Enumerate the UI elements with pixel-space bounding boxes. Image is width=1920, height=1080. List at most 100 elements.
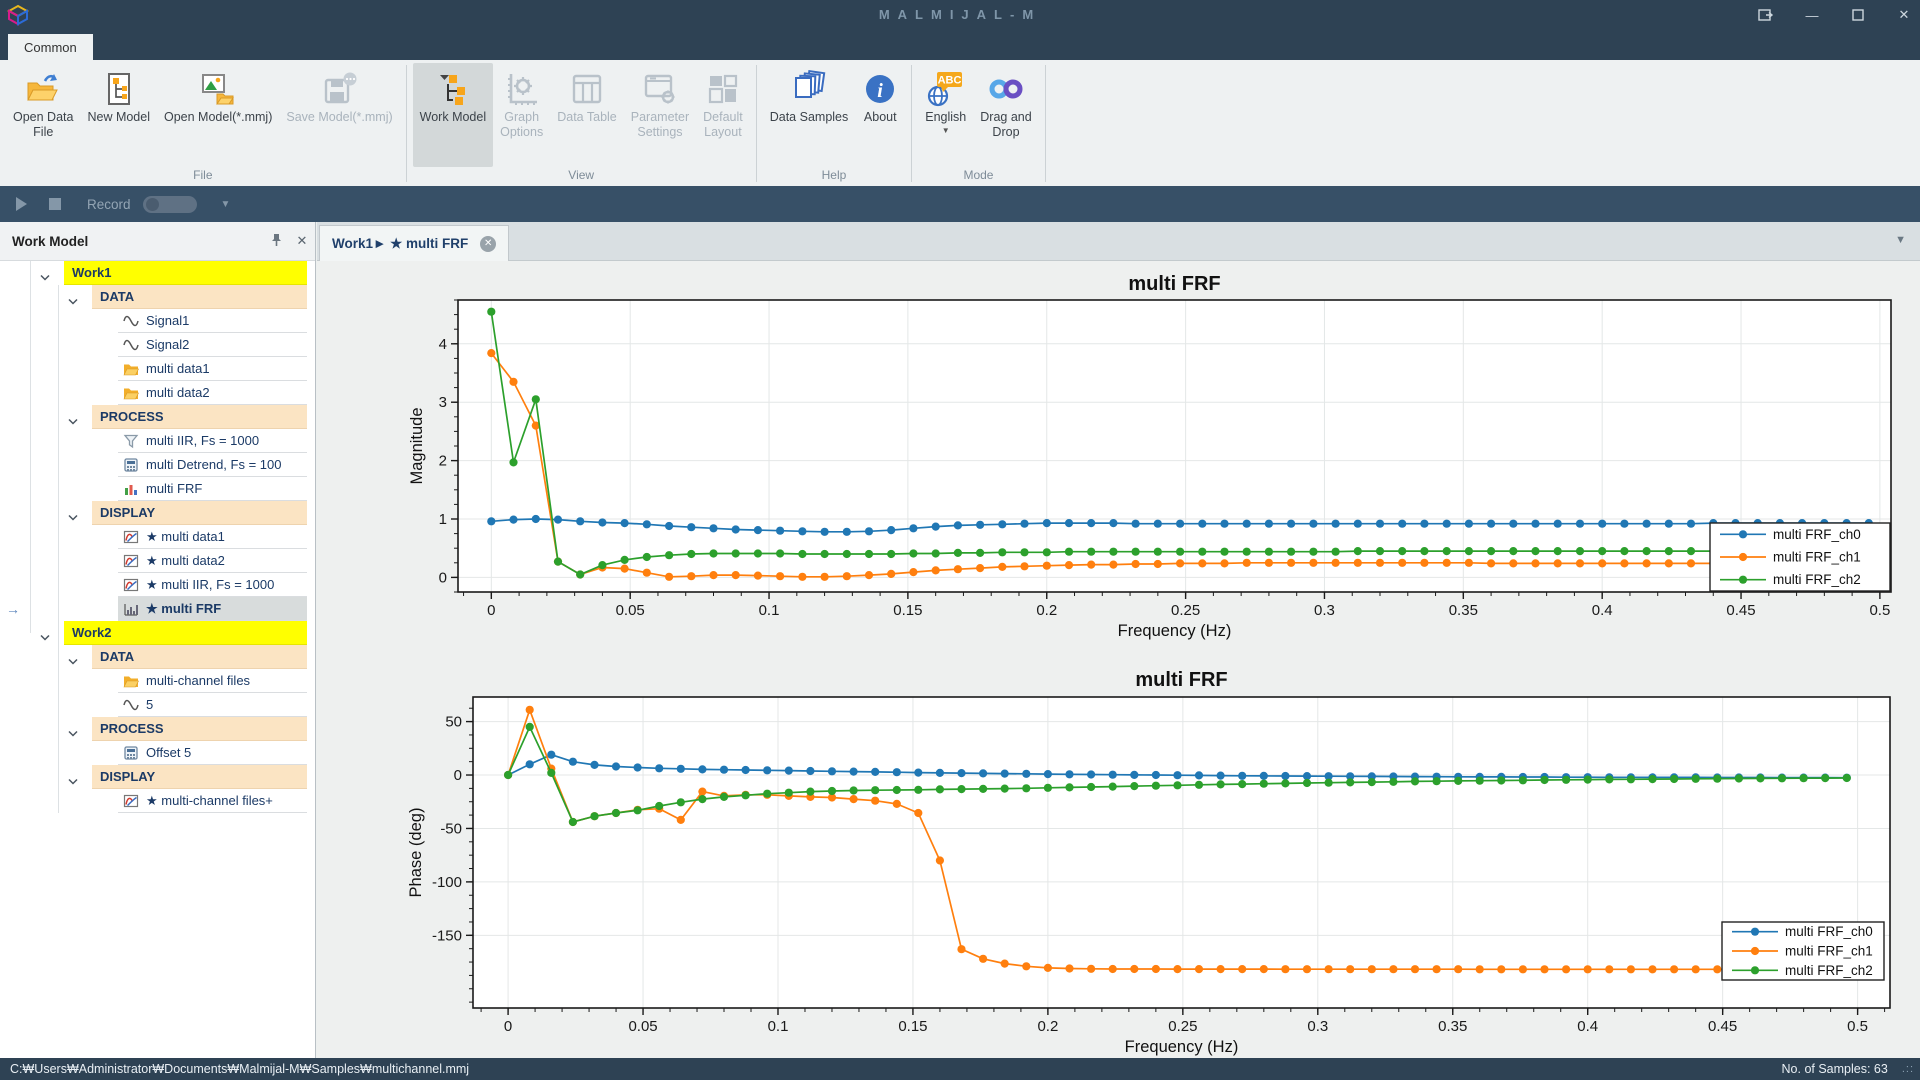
tree-item-multi-data2[interactable]: ★ multi data2 xyxy=(0,549,315,573)
chevron-down-icon[interactable] xyxy=(68,292,78,310)
svg-text:0.1: 0.1 xyxy=(759,602,780,619)
tree-item-label: DISPLAY xyxy=(100,769,156,784)
record-dropdown-icon[interactable]: ▼ xyxy=(220,198,231,210)
folder-icon xyxy=(123,385,139,401)
play-button[interactable] xyxy=(16,197,27,211)
tree-item-label: PROCESS xyxy=(100,409,164,424)
tree-item-label: Signal2 xyxy=(146,337,190,352)
button-label: Data Table xyxy=(557,110,617,124)
svg-text:multi FRF_ch0: multi FRF_ch0 xyxy=(1785,924,1873,939)
tree-item-multi-iir-fs-1000[interactable]: multi IIR, Fs = 1000 xyxy=(0,429,315,453)
svg-text:Magnitude: Magnitude xyxy=(408,407,426,484)
tab-list-dropdown-icon[interactable]: ▼ xyxy=(1895,234,1906,246)
tree-item-multi-data1[interactable]: multi data1 xyxy=(0,357,315,381)
tree-item-label: ★ multi FRF xyxy=(146,601,222,616)
ribbon-group-label: File xyxy=(193,168,213,182)
tree-item-work1[interactable]: Work1 xyxy=(0,261,315,285)
open-model-icon xyxy=(199,68,237,110)
save-model-icon xyxy=(321,68,359,110)
group-separator xyxy=(405,65,407,182)
funnel-icon xyxy=(123,433,139,449)
panel-close-icon[interactable]: ✕ xyxy=(296,233,308,248)
curve-icon xyxy=(123,553,139,569)
tree-item-multi-channel-files[interactable]: multi-channel files xyxy=(0,669,315,693)
tab-common[interactable]: Common xyxy=(8,34,93,60)
svg-text:1: 1 xyxy=(439,511,447,528)
svg-text:4: 4 xyxy=(439,336,447,353)
svg-text:0.25: 0.25 xyxy=(1168,1018,1197,1035)
minimize-button[interactable]: — xyxy=(1805,7,1819,23)
folder-icon xyxy=(123,361,139,377)
tree-item-multi-data1[interactable]: ★ multi data1 xyxy=(0,525,315,549)
ribbon-group-file: Open Data File New Model Open Model(*.mm… xyxy=(0,60,406,186)
button-label: Work Model xyxy=(419,110,487,124)
stop-button[interactable] xyxy=(49,198,61,210)
close-button[interactable]: ✕ xyxy=(1898,7,1910,22)
tree-item-background xyxy=(118,573,307,597)
resize-grip[interactable]: .:: xyxy=(1901,1063,1914,1075)
calc-icon xyxy=(123,457,139,473)
about-button[interactable]: i About xyxy=(855,63,905,167)
tree-item-display[interactable]: DISPLAY xyxy=(0,501,315,525)
tree-item-multi-iir-fs-1000[interactable]: ★ multi IIR, Fs = 1000 xyxy=(0,573,315,597)
tree-item-label: ★ multi data2 xyxy=(146,553,225,568)
english-button[interactable]: ABC English ▼ xyxy=(918,63,973,167)
tree-item-multi-channel-files[interactable]: ★ multi-channel files+ xyxy=(0,789,315,813)
parameter-settings-button: Parameter Settings xyxy=(624,63,696,167)
tree-item-background xyxy=(118,309,307,333)
tree-item-multi-data2[interactable]: multi data2 xyxy=(0,381,315,405)
new-model-button[interactable]: New Model xyxy=(80,63,157,167)
chevron-down-icon[interactable] xyxy=(68,508,78,526)
tab-close-icon[interactable]: ✕ xyxy=(480,235,497,252)
tree-item-background xyxy=(92,501,307,525)
tree-item-data[interactable]: DATA xyxy=(0,285,315,309)
tree-item-multi-frf[interactable]: multi FRF xyxy=(0,477,315,501)
open-data-file-button[interactable]: Open Data File xyxy=(6,63,80,167)
dock-layout-icon[interactable] xyxy=(1756,5,1776,25)
tab-work1-multi-frf[interactable]: Work1► ★ multi FRF ✕ xyxy=(319,225,510,261)
tree-item-signal2[interactable]: Signal2 xyxy=(0,333,315,357)
english-icon: ABC xyxy=(926,68,966,110)
ribbon-tab-row: Common xyxy=(0,30,1920,60)
chevron-down-icon[interactable] xyxy=(40,628,50,646)
drag-and-drop-button[interactable]: Drag and Drop xyxy=(973,63,1038,167)
current-item-arrow-icon: → xyxy=(6,601,20,617)
tree-item-label: PROCESS xyxy=(100,721,164,736)
tree-item-multi-frf[interactable]: ★ multi FRF → xyxy=(0,597,315,621)
tree-item-data[interactable]: DATA xyxy=(0,645,315,669)
svg-text:0.2: 0.2 xyxy=(1037,1018,1058,1035)
work-model-panel-header: Work Model ✕ xyxy=(0,222,315,261)
button-label: Default Layout xyxy=(703,110,743,139)
work-model-button[interactable]: Work Model xyxy=(412,63,494,167)
svg-text:50: 50 xyxy=(445,714,462,731)
open-model-mmj-button[interactable]: Open Model(*.mmj) xyxy=(157,63,279,167)
tree-item-label: Signal1 xyxy=(146,313,190,328)
tree-item-offset-5[interactable]: Offset 5 xyxy=(0,741,315,765)
tree-item-signal1[interactable]: Signal1 xyxy=(0,309,315,333)
app-logo-icon xyxy=(6,4,30,26)
chevron-down-icon[interactable] xyxy=(68,772,78,790)
svg-text:0: 0 xyxy=(439,569,447,586)
bars-icon xyxy=(123,481,139,497)
chevron-down-icon[interactable] xyxy=(68,412,78,430)
chevron-down-icon[interactable] xyxy=(68,724,78,742)
calc-icon xyxy=(123,745,139,761)
svg-text:0: 0 xyxy=(454,767,462,784)
chevron-down-icon[interactable] xyxy=(68,652,78,670)
tree-item-display[interactable]: DISPLAY xyxy=(0,765,315,789)
tree-item-label: DATA xyxy=(100,649,135,664)
pin-icon[interactable] xyxy=(263,233,289,250)
chevron-down-icon[interactable] xyxy=(40,268,50,286)
data-samples-button[interactable]: Data Samples xyxy=(763,63,856,167)
maximize-button[interactable] xyxy=(1848,5,1868,25)
tree-item-work2[interactable]: Work2 xyxy=(0,621,315,645)
tree-item-multi-detrend-fs-100[interactable]: multi Detrend, Fs = 100 xyxy=(0,453,315,477)
svg-text:0.15: 0.15 xyxy=(893,602,922,619)
button-label: New Model xyxy=(87,110,150,124)
tree-item-process[interactable]: PROCESS xyxy=(0,717,315,741)
tree-item-process[interactable]: PROCESS xyxy=(0,405,315,429)
ribbon-group-mode: ABC English ▼ Drag and Drop Mode xyxy=(912,60,1044,186)
tree-item-5[interactable]: 5 xyxy=(0,693,315,717)
svg-text:0.05: 0.05 xyxy=(628,1018,657,1035)
record-toggle[interactable] xyxy=(142,195,197,213)
